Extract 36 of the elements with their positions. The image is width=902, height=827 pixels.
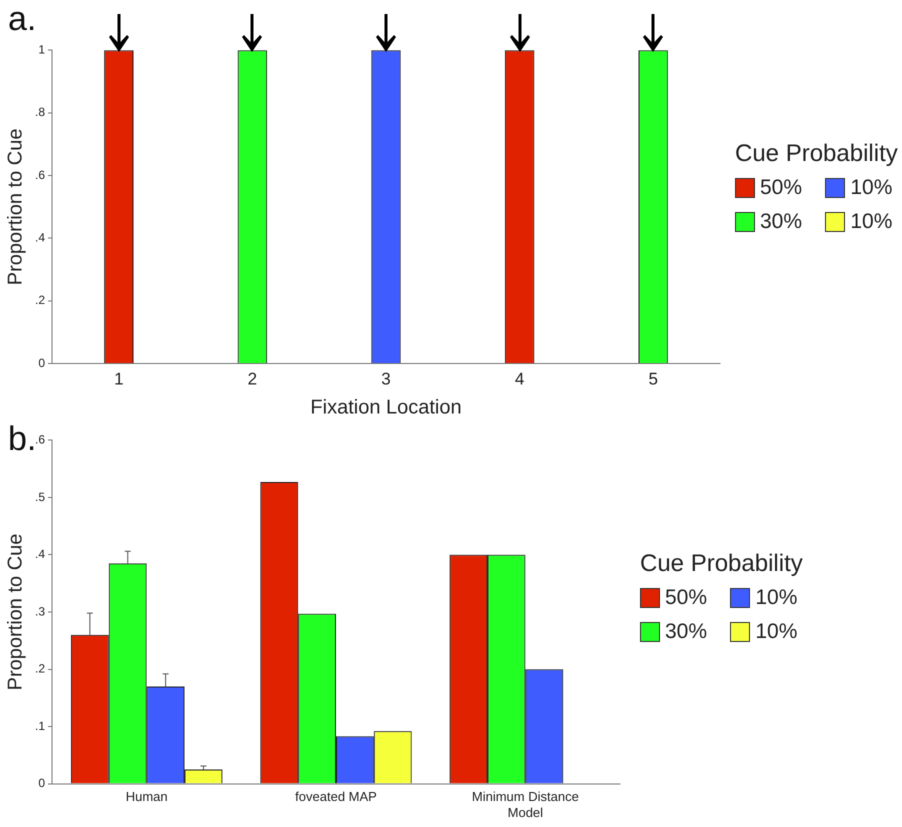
y-tick-label: .6 bbox=[34, 168, 46, 182]
y-axis-title: Proportion to Cue bbox=[4, 128, 27, 286]
x-tick-label: 5 bbox=[648, 369, 658, 388]
x-tick-label: 3 bbox=[381, 369, 391, 388]
legend-label: 50% bbox=[760, 176, 802, 200]
y-tick-label: 1 bbox=[38, 42, 46, 57]
legend-label: 10% bbox=[755, 620, 798, 644]
y-tick-label: 0 bbox=[38, 356, 46, 370]
y-tick-label: .6 bbox=[34, 432, 46, 447]
legend-label: 30% bbox=[665, 620, 708, 644]
x-axis-title: Fixation Location bbox=[310, 396, 462, 419]
legend-title: Cue Probability bbox=[640, 550, 803, 578]
y-tick-label: .8 bbox=[34, 105, 46, 120]
y-tick-label: 0 bbox=[38, 776, 46, 790]
y-axis-title: Proportion to Cue bbox=[4, 534, 27, 690]
legend-label: 10% bbox=[850, 176, 892, 200]
y-tick-label: .3 bbox=[34, 604, 46, 618]
legend-label: 50% bbox=[665, 586, 708, 610]
legend-label: 10% bbox=[850, 210, 892, 234]
y-tick-label: .2 bbox=[34, 293, 46, 308]
y-tick-label: .4 bbox=[34, 547, 46, 562]
x-tick-label: Minimum Distance Model bbox=[472, 789, 579, 820]
y-tick-label: .2 bbox=[34, 662, 46, 676]
x-tick-label: 4 bbox=[514, 369, 524, 388]
x-tick-label: 2 bbox=[248, 369, 258, 388]
x-tick-label: foveated MAP bbox=[295, 789, 377, 804]
x-tick-label: 1 bbox=[114, 369, 124, 388]
x-tick-label: Human bbox=[126, 789, 168, 804]
y-tick-label: .5 bbox=[34, 490, 46, 504]
legend-title: Cue Probability bbox=[735, 140, 898, 168]
chart-title: b. bbox=[8, 420, 36, 459]
y-tick-label: .4 bbox=[34, 230, 46, 245]
y-tick-label: .1 bbox=[34, 718, 46, 733]
chart-title: a. bbox=[8, 0, 36, 39]
legend-label: 30% bbox=[760, 210, 802, 234]
legend-label: 10% bbox=[755, 586, 798, 610]
